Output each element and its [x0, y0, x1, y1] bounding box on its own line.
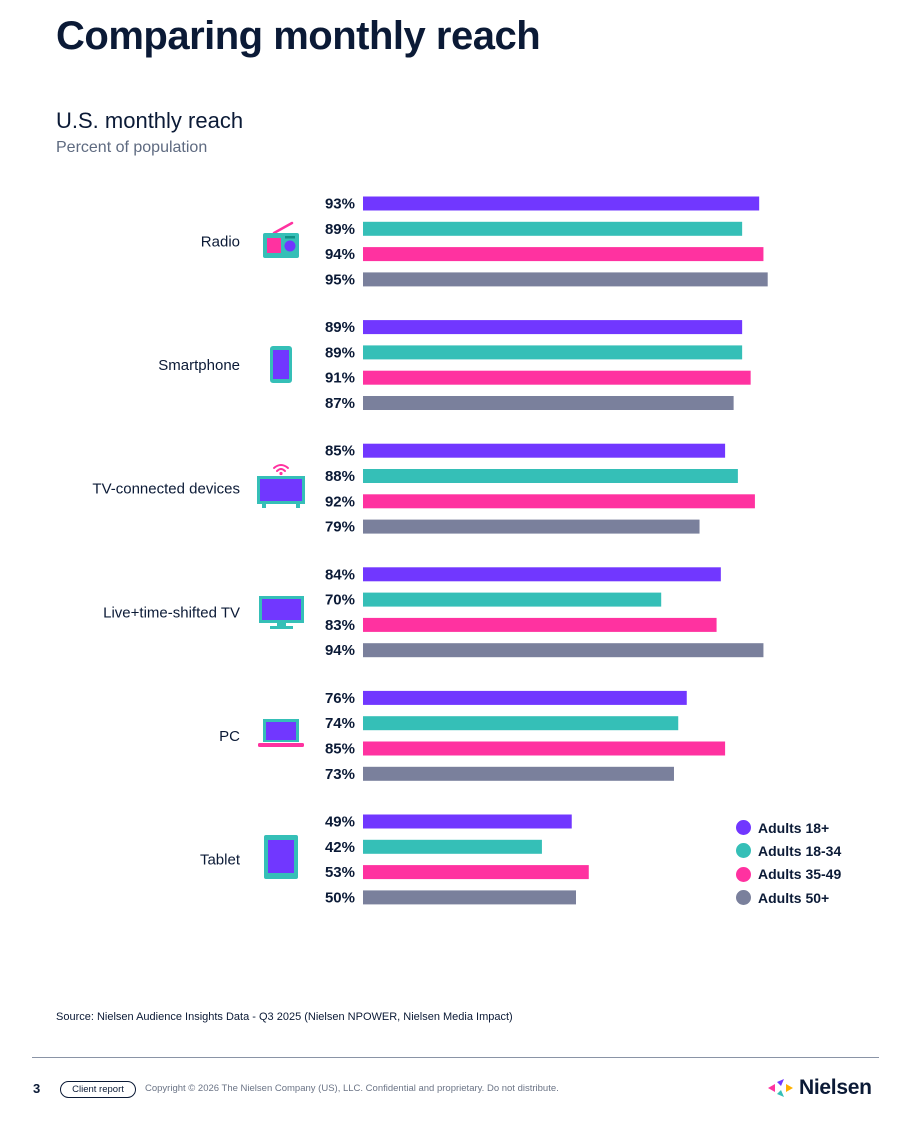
- legend-swatch: [736, 843, 751, 859]
- data-label: 85%: [325, 741, 355, 758]
- legend-item: Adults 18+: [736, 816, 841, 839]
- copyright-text: Copyright © 2026 The Nielsen Company (US…: [145, 1083, 559, 1094]
- data-label: 93%: [325, 196, 355, 213]
- tv-icon: [259, 596, 304, 629]
- category-label: TV-connected devices: [92, 481, 240, 498]
- data-label: 95%: [325, 271, 355, 288]
- legend-label: Adults 18+: [758, 819, 830, 836]
- nielsen-logo-icon: [768, 1079, 793, 1097]
- chart-subtitle: Percent of population: [56, 139, 208, 156]
- smartphone-icon: [270, 346, 292, 383]
- page-title: Comparing monthly reach: [56, 14, 541, 58]
- bar: [363, 345, 743, 360]
- client-report-badge: Client report: [60, 1081, 136, 1098]
- bar: [363, 814, 572, 829]
- legend-label: Adults 50+: [758, 889, 830, 906]
- bar: [363, 320, 743, 335]
- data-label: 92%: [325, 493, 355, 510]
- logo-wordmark: Nielsen: [799, 1076, 872, 1099]
- data-label: 50%: [325, 889, 355, 906]
- data-label: 91%: [325, 370, 355, 387]
- bar: [363, 643, 764, 658]
- source-note: Source: Nielsen Audience Insights Data -…: [56, 1011, 513, 1023]
- bar: [363, 690, 687, 705]
- bar: [363, 443, 726, 458]
- tablet-icon: [264, 835, 298, 879]
- data-label: 89%: [325, 344, 355, 361]
- page-number: 3: [33, 1081, 41, 1096]
- bar: [363, 839, 542, 854]
- data-label: 89%: [325, 319, 355, 336]
- legend-swatch: [736, 866, 751, 882]
- data-label: 94%: [325, 246, 355, 263]
- legend-swatch: [736, 820, 751, 836]
- chart-legend: Adults 18+ Adults 18-34 Adults 35-49 Adu…: [736, 816, 841, 909]
- footer-divider: [32, 1057, 879, 1058]
- legend-item: Adults 18-34: [736, 839, 841, 862]
- legend-label: Adults 18-34: [758, 842, 842, 859]
- category-label: PC: [219, 728, 240, 745]
- bar: [363, 396, 734, 410]
- connected-tv-icon: [257, 464, 305, 508]
- chart-title: U.S. monthly reach: [56, 108, 244, 133]
- bar: [363, 247, 764, 262]
- bar: [363, 370, 751, 385]
- data-label: 74%: [325, 715, 355, 732]
- radio-icon: [263, 221, 299, 258]
- legend-swatch: [736, 890, 751, 906]
- category-label: Smartphone: [158, 357, 240, 374]
- bar: [363, 567, 721, 582]
- data-label: 87%: [325, 395, 355, 412]
- data-label: 70%: [325, 592, 355, 609]
- category-label: Tablet: [200, 851, 241, 868]
- bar: [363, 617, 717, 632]
- laptop-icon: [258, 719, 304, 747]
- bar: [363, 716, 679, 731]
- data-label: 89%: [325, 221, 355, 238]
- data-label: 94%: [325, 642, 355, 659]
- nielsen-logo: Nielsen: [766, 1076, 872, 1100]
- legend-item: Adults 35-49: [736, 863, 841, 886]
- bar: [363, 196, 760, 211]
- data-label: 85%: [325, 443, 355, 460]
- bar: [363, 766, 674, 781]
- data-label: 76%: [325, 690, 355, 707]
- legend-label: Adults 35-49: [758, 866, 842, 883]
- data-label: 53%: [325, 864, 355, 881]
- data-label: 84%: [325, 566, 355, 583]
- bar: [363, 865, 589, 880]
- bar-chart: Radio 93% 89% 94% 95% Smartphone 89% 89% 91% 87% T…: [92, 196, 768, 906]
- data-label: 88%: [325, 468, 355, 485]
- data-label: 49%: [325, 814, 355, 831]
- bar: [363, 592, 662, 607]
- data-label: 83%: [325, 617, 355, 634]
- category-label: Live+time-shifted TV: [103, 604, 240, 621]
- bar: [363, 741, 726, 756]
- data-label: 73%: [325, 766, 355, 783]
- legend-item: Adults 50+: [736, 886, 841, 909]
- bar: [363, 519, 700, 534]
- category-label: Radio: [201, 233, 240, 250]
- bar: [363, 469, 738, 483]
- bar: [363, 494, 755, 509]
- data-label: 79%: [325, 519, 355, 536]
- data-label: 42%: [325, 839, 355, 856]
- bar: [363, 221, 743, 236]
- bar: [363, 890, 576, 905]
- bar: [363, 272, 768, 287]
